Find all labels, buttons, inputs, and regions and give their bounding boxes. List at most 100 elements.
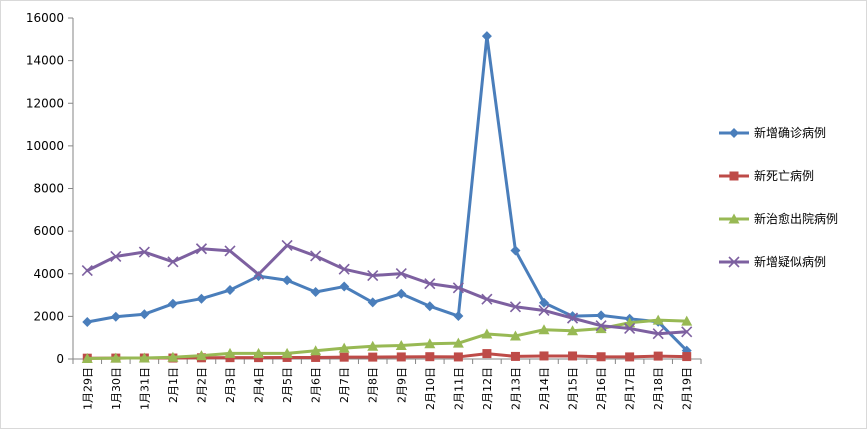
data-point [82,316,93,327]
legend-entry-1: 新增确诊病例 [719,125,826,140]
x-tick-label: 2月9日 [395,367,408,403]
legend-marker [728,256,740,268]
legend-entry-2: 新死亡病例 [719,168,814,183]
data-point [566,312,579,324]
y-tick-label: 8000 [33,182,64,196]
x-tick-label: 2月10日 [424,367,437,410]
data-point-stroke [281,239,293,252]
legend-label: 新增确诊病例 [754,125,826,140]
x-tick-label: 2月12日 [481,367,494,410]
series-group [81,31,693,364]
data-point [310,287,321,298]
data-point [81,265,93,277]
data-point [310,345,322,356]
x-tick-label: 1月29日 [81,367,94,410]
data-point [510,351,520,361]
data-point [624,322,636,335]
data-point [139,309,150,320]
x-tick-label: 2月13日 [509,367,522,410]
data-point [110,250,122,263]
data-point [481,31,492,42]
data-point [224,347,236,358]
data-point [567,325,579,336]
data-point [682,352,692,362]
data-point [167,351,179,362]
data-point [595,323,607,334]
data-point [681,326,693,338]
y-tick-label: 6000 [33,224,64,238]
data-point-stroke [81,265,93,277]
data-point [568,351,578,361]
data-point-stroke [338,263,350,275]
data-point [225,285,235,296]
legend-entry-4: 新增疑似病例 [719,254,826,269]
data-point [281,239,293,252]
x-tick-label: 2月11日 [452,367,465,410]
data-point [481,293,493,305]
data-point [196,293,207,304]
x-tick-label: 1月31日 [138,367,151,410]
data-point-stroke [224,245,236,257]
legend-entry-3: 新治愈出院病例 [719,211,838,226]
data-point [452,282,464,294]
data-point-stroke [310,250,322,262]
y-tick-label: 16000 [26,11,64,25]
data-point [138,246,150,258]
data-point-stroke [481,293,493,305]
data-point [110,352,122,363]
data-point [595,320,607,332]
data-point [653,351,663,361]
data-point [338,263,350,275]
data-point [652,314,664,325]
data-point [367,297,378,308]
data-point [424,338,436,349]
y-tick-label: 12000 [26,96,64,110]
data-point [453,311,464,322]
legend-label: 新增疑似病例 [754,254,826,269]
data-point-stroke [367,269,379,282]
series-line [85,34,689,353]
data-point [509,301,522,313]
data-point [509,330,521,341]
data-point [311,352,321,362]
y-tick-label: 2000 [33,309,64,323]
series-line [85,243,689,336]
data-point [338,342,350,353]
x-tick-label: 2月14日 [538,367,551,410]
data-point [596,310,607,321]
y-axis-tick-labels: 0 2000 4000 6000 8000 10000 12000 14000 16000 [26,11,64,366]
data-point [539,351,549,361]
data-point [224,245,236,257]
data-point [424,301,435,312]
data-point [195,243,208,255]
x-tick-label: 2月15日 [567,367,580,410]
series-3 [81,314,693,364]
series-1 [82,31,692,356]
data-point [339,352,349,362]
data-point [281,347,293,358]
data-point-stroke [138,246,150,258]
data-point [282,275,293,286]
data-point-stroke [652,328,664,340]
data-point [625,352,635,362]
data-point-stroke [728,256,740,268]
axes [68,17,702,364]
x-tick-label: 2月19日 [681,367,694,410]
series-4 [81,239,693,340]
data-point [252,268,265,280]
data-point [138,352,150,363]
data-point-stroke [195,243,208,255]
data-point-stroke [624,322,636,335]
x-tick-label: 2月8日 [367,367,380,403]
data-point [396,288,407,299]
data-point [481,328,493,339]
y-tick-label: 14000 [26,54,64,68]
data-point [681,315,693,326]
data-point-stroke [167,256,179,268]
data-point [395,340,407,351]
data-point [396,352,406,362]
x-tick-label: 2月6日 [310,367,323,403]
data-point [167,298,178,309]
